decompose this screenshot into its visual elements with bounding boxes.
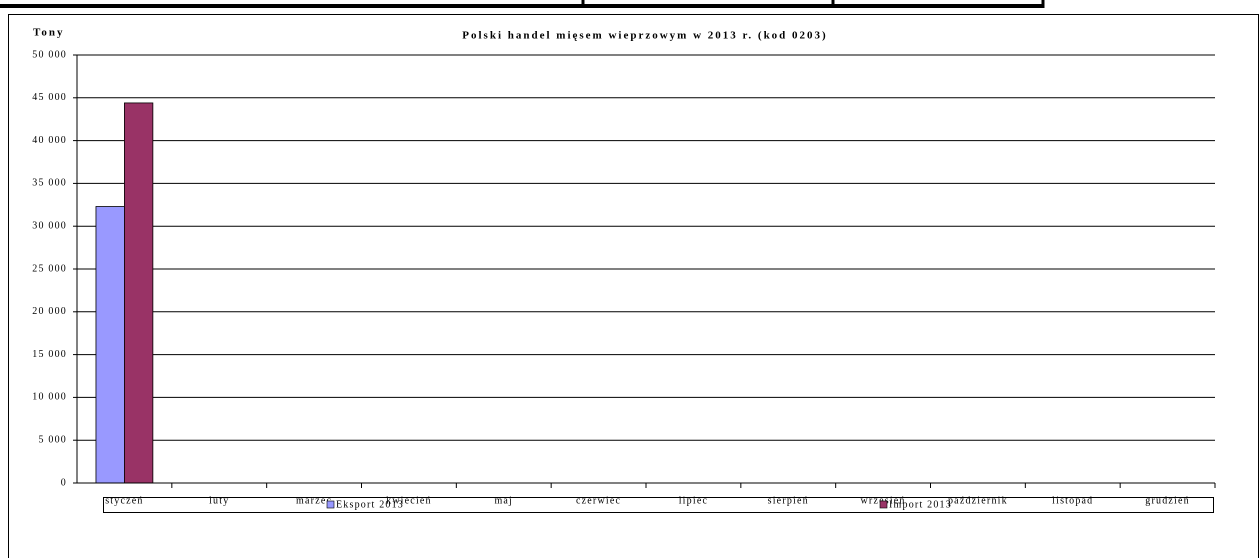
x-tick-label: sierpień xyxy=(768,495,809,506)
x-tick-label: grudzień xyxy=(1145,495,1190,506)
y-tick-label: 10 000 xyxy=(32,392,67,403)
x-tick-label: październik xyxy=(948,495,1008,506)
y-tick-label: 5 000 xyxy=(39,434,68,445)
y-tick-label: 15 000 xyxy=(32,349,67,360)
y-tick-label: 20 000 xyxy=(32,306,67,317)
x-tick-label: maj xyxy=(494,495,513,506)
chart-title: Polski handel mięsem wieprzowym w 2013 r… xyxy=(462,30,827,42)
y-tick-label: 30 000 xyxy=(32,220,67,231)
y-tick-label: 45 000 xyxy=(32,92,67,103)
x-tick-label: lipiec xyxy=(679,495,708,506)
y-axis-label: Tony xyxy=(33,27,64,39)
bar xyxy=(95,206,125,484)
y-tick-label: 0 xyxy=(61,477,67,488)
legend-swatch xyxy=(326,500,335,509)
x-tick-label: czerwiec xyxy=(576,495,621,506)
chart-border xyxy=(8,14,1259,558)
x-tick-label: luty xyxy=(209,495,229,506)
x-tick-label: marzec xyxy=(296,495,332,506)
y-tick-label: 25 000 xyxy=(32,263,67,274)
top-strip xyxy=(0,0,1045,8)
bar xyxy=(124,102,154,484)
legend-swatch xyxy=(879,500,888,509)
y-tick-label: 40 000 xyxy=(32,135,67,146)
x-tick-label: kwiecień xyxy=(386,495,432,506)
y-tick-label: 50 000 xyxy=(32,49,67,60)
x-tick-label: styczeń xyxy=(105,495,143,506)
legend-label: Import 2013 xyxy=(889,499,952,510)
legend-label: Eksport 2013 xyxy=(336,499,404,510)
legend xyxy=(103,497,1214,513)
x-tick-label: listopad xyxy=(1052,495,1093,506)
y-tick-label: 35 000 xyxy=(32,178,67,189)
